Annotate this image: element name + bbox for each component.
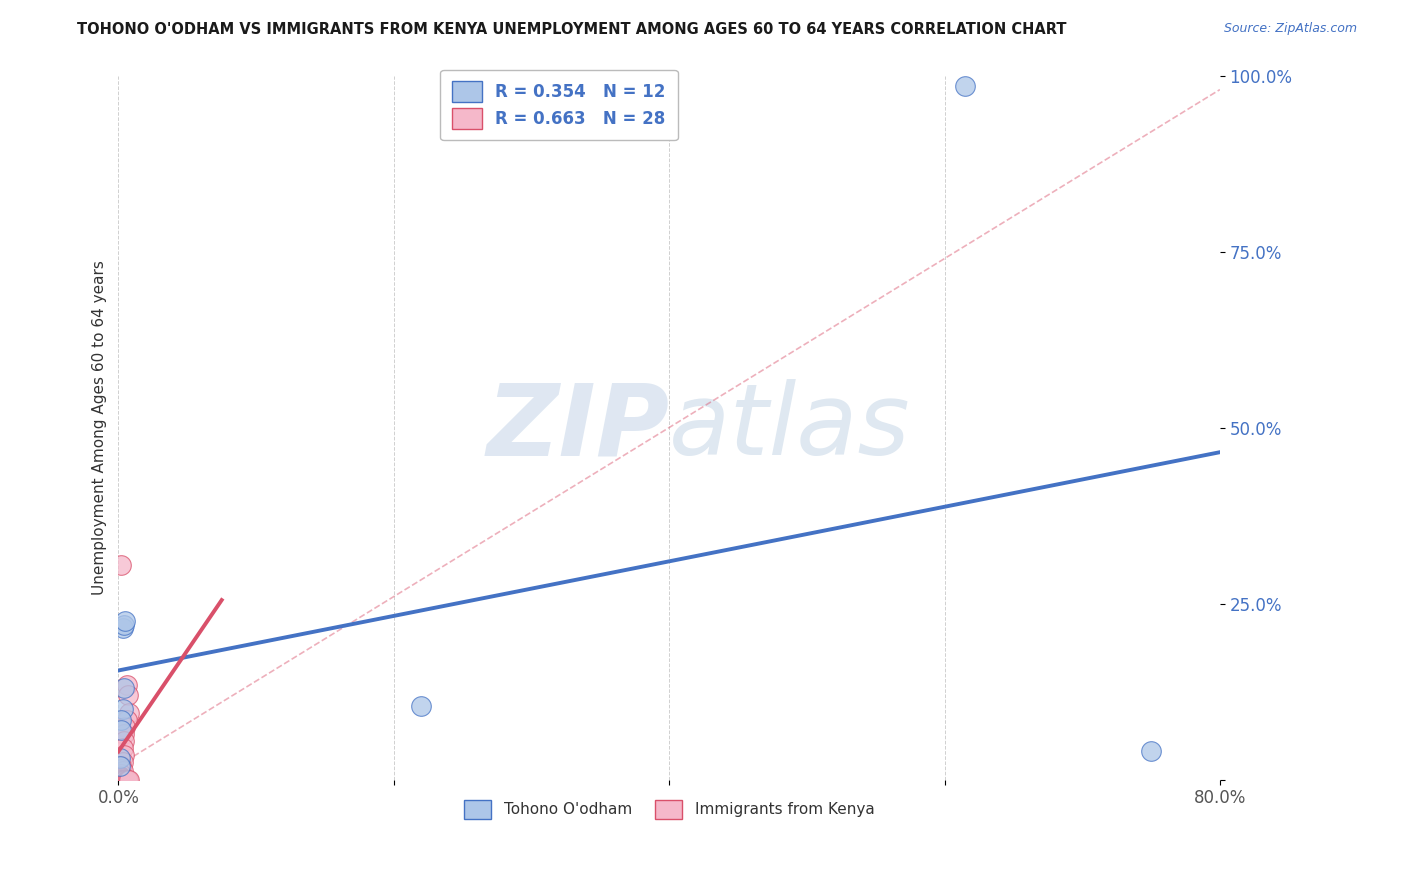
Point: [110, 767, 132, 781]
Point: [112, 681, 135, 695]
Text: Source: ZipAtlas.com: Source: ZipAtlas.com: [1223, 22, 1357, 36]
Point: [110, 762, 132, 776]
Point: [117, 688, 139, 702]
Point: [112, 772, 135, 787]
Point: [111, 702, 134, 716]
Point: [953, 79, 976, 94]
Point: [114, 614, 136, 628]
Point: [110, 772, 132, 787]
Point: [112, 617, 135, 632]
Point: [411, 698, 433, 713]
Text: ZIP: ZIP: [486, 379, 669, 476]
Point: [108, 771, 131, 785]
Point: [108, 770, 131, 784]
Point: [1140, 744, 1163, 758]
Point: [111, 740, 134, 755]
Point: [114, 772, 136, 787]
Point: [111, 772, 134, 787]
Point: [108, 772, 131, 787]
Point: [108, 758, 131, 772]
Legend: Tohono O'odham, Immigrants from Kenya: Tohono O'odham, Immigrants from Kenya: [458, 794, 880, 825]
Point: [111, 621, 134, 635]
Point: [118, 772, 141, 787]
Point: [115, 677, 138, 691]
Text: atlas: atlas: [669, 379, 911, 476]
Y-axis label: Unemployment Among Ages 60 to 64 years: Unemployment Among Ages 60 to 64 years: [93, 260, 107, 595]
Point: [115, 772, 138, 787]
Point: [108, 772, 131, 786]
Point: [112, 727, 135, 741]
Point: [111, 764, 134, 779]
Point: [110, 713, 132, 727]
Point: [111, 755, 134, 769]
Point: [112, 734, 135, 748]
Point: [110, 758, 132, 772]
Point: [112, 747, 135, 762]
Text: TOHONO O'ODHAM VS IMMIGRANTS FROM KENYA UNEMPLOYMENT AMONG AGES 60 TO 64 YEARS C: TOHONO O'ODHAM VS IMMIGRANTS FROM KENYA …: [77, 22, 1067, 37]
Point: [115, 713, 138, 727]
Point: [118, 706, 141, 720]
Point: [108, 771, 131, 785]
Point: [114, 720, 136, 734]
Point: [108, 751, 131, 765]
Point: [110, 558, 132, 572]
Point: [110, 723, 132, 738]
Point: [117, 772, 139, 787]
Point: [108, 769, 131, 783]
